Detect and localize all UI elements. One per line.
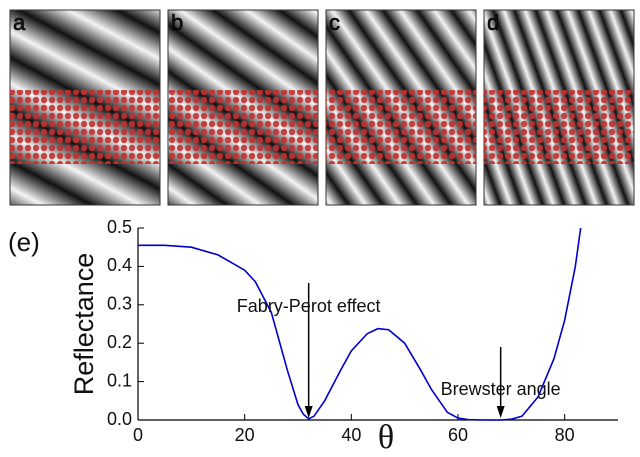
panel-label: d: [487, 10, 499, 35]
y-axis-label: Reflectance: [69, 253, 99, 396]
panel-label: c: [329, 10, 340, 35]
y-tick-label: 0.5: [107, 217, 132, 237]
line: [138, 228, 582, 421]
x-tick-label: 80: [555, 425, 575, 445]
x-tick-label: 60: [448, 425, 468, 445]
particle-layer: [484, 90, 634, 164]
x-axis-label: θ: [378, 419, 394, 456]
panel-label: (e): [8, 227, 40, 257]
y-tick-label: 0.2: [107, 332, 132, 352]
particle-layer: [10, 90, 160, 164]
y-tick-label: 0.3: [107, 294, 132, 314]
panel-label: a: [13, 10, 26, 35]
y-tick-label: 0.4: [107, 255, 132, 275]
x-tick-label: 20: [235, 425, 255, 445]
x-tick-label: 40: [341, 425, 361, 445]
arrow-head: [496, 406, 505, 418]
x-tick-label: 0: [133, 425, 143, 445]
particle-layer: [168, 90, 318, 164]
particle-layer: [326, 90, 476, 164]
arrow-head: [304, 406, 313, 418]
panel-label: b: [171, 10, 183, 35]
y-tick-label: 0.0: [107, 409, 132, 429]
y-tick-label: 0.1: [107, 370, 132, 390]
